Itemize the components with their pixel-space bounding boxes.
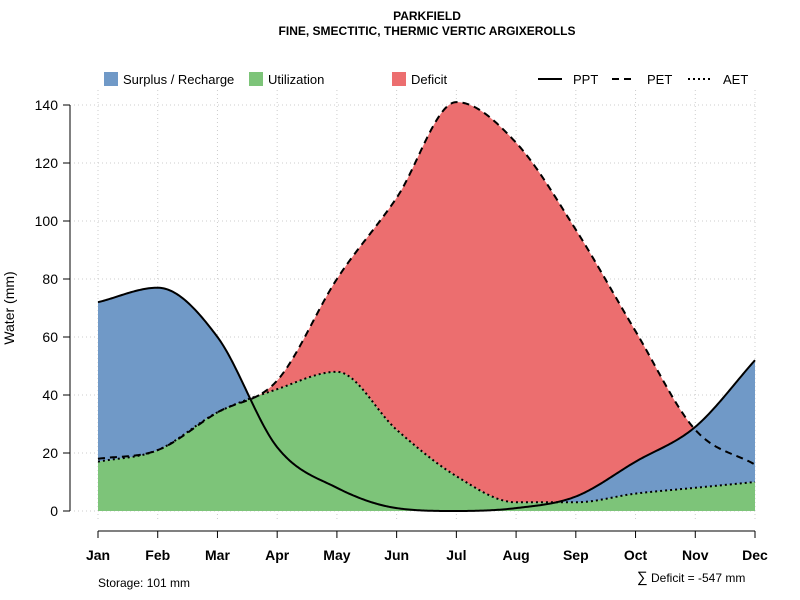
chart-title: PARKFIELD bbox=[393, 9, 461, 23]
x-tick-label: Aug bbox=[502, 547, 529, 563]
legend-label: Deficit bbox=[411, 72, 448, 87]
x-tick-label: Sep bbox=[563, 547, 589, 563]
legend-swatch bbox=[104, 72, 118, 86]
legend-line-label: PPT bbox=[573, 72, 598, 87]
x-tick-label: Mar bbox=[205, 547, 230, 563]
legend-line-label: PET bbox=[647, 72, 672, 87]
utilization-area bbox=[98, 371, 755, 511]
y-tick-label: 60 bbox=[42, 329, 58, 345]
legend-swatch bbox=[392, 72, 406, 86]
series-line-ppt bbox=[97, 286, 756, 512]
y-tick-label: 100 bbox=[35, 213, 59, 229]
y-tick-label: 40 bbox=[42, 387, 58, 403]
sum-symbol: ∑ bbox=[637, 569, 648, 586]
y-tick-label: 20 bbox=[42, 445, 58, 461]
x-tick-label: May bbox=[323, 547, 350, 563]
legend-label: Utilization bbox=[268, 72, 324, 87]
x-tick-label: Jan bbox=[86, 547, 110, 563]
deficit-note: Deficit = -547 mm bbox=[651, 571, 745, 585]
series-line-pet bbox=[97, 101, 756, 466]
x-tick-label: Jul bbox=[446, 547, 466, 563]
x-tick-label: Oct bbox=[624, 547, 648, 563]
legend: Surplus / Recharge Utilization Deficit PPT P… bbox=[104, 72, 748, 87]
y-axis-label: Water (mm) bbox=[1, 271, 17, 344]
y-tick-label: 80 bbox=[42, 271, 58, 287]
y-tick-label: 140 bbox=[35, 97, 59, 113]
surplus-area bbox=[98, 287, 755, 503]
series-lines bbox=[97, 101, 756, 512]
deficit-area bbox=[98, 102, 755, 503]
legend-line-label: AET bbox=[723, 72, 748, 87]
x-tick-label: Dec bbox=[742, 547, 768, 563]
series-line-aet bbox=[97, 370, 756, 504]
x-tick-label: Nov bbox=[682, 547, 709, 563]
legend-label: Surplus / Recharge bbox=[123, 72, 234, 87]
areas bbox=[98, 102, 755, 511]
x-tick-label: Apr bbox=[265, 547, 290, 563]
legend-swatch bbox=[249, 72, 263, 86]
x-tick-label: Jun bbox=[384, 547, 409, 563]
x-tick-label: Feb bbox=[145, 547, 170, 563]
chart-subtitle: FINE, SMECTITIC, THERMIC VERTIC ARGIXERO… bbox=[279, 24, 576, 38]
y-tick-label: 120 bbox=[35, 155, 59, 171]
axes: 0 20 40 60 80 100 120 140 Jan Feb Mar Apr May Jun Jul A… bbox=[35, 97, 768, 563]
y-tick-label: 0 bbox=[50, 503, 58, 519]
storage-note: Storage: 101 mm bbox=[98, 576, 190, 590]
